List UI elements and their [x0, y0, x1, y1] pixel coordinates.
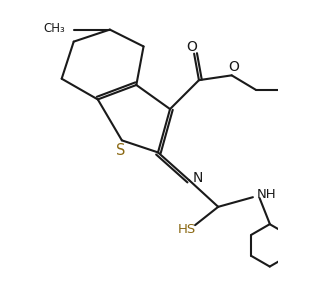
Text: O: O: [186, 40, 197, 54]
Text: S: S: [116, 142, 125, 158]
Text: CH₃: CH₃: [43, 22, 65, 35]
Text: O: O: [229, 60, 240, 74]
Text: HS: HS: [177, 224, 196, 236]
Text: NH: NH: [257, 188, 276, 201]
Text: N: N: [193, 171, 203, 185]
